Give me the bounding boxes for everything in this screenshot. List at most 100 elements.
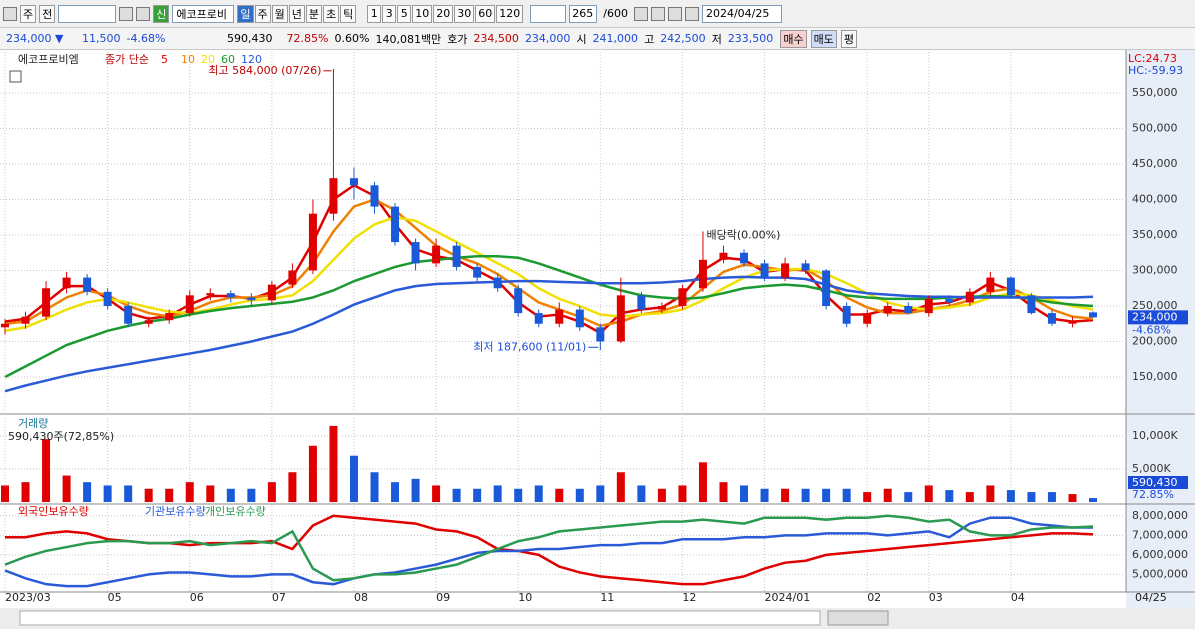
dropdown[interactable] [530,4,567,23]
low: 233,500 [727,32,774,45]
candle-body [493,277,502,289]
candle-body [288,270,297,285]
y-tick-label: 5,000K [1132,462,1171,475]
avg-button[interactable]: 평 [840,29,857,48]
rate-label: 72.85% [1132,488,1174,501]
icon[interactable] [633,6,648,21]
candle-body [883,305,892,314]
period-button[interactable]: 초 [323,4,340,23]
change: 11,500 [82,32,121,45]
sell-button[interactable]: 매도 [810,29,837,48]
date[interactable]: 2024/04/25 [701,4,782,23]
volume-bar [1068,494,1077,502]
interval-button[interactable]: 20 [433,4,454,23]
candle-body [616,295,625,342]
period-button[interactable]: 월 [271,4,288,23]
candle-body [370,185,379,207]
annotation: 최고 584,000 (07/26) [208,64,321,77]
interval-button[interactable]: 30 [454,4,475,23]
icon[interactable] [684,6,699,21]
period-button[interactable]: 주 [254,4,271,23]
candle-body [411,242,420,264]
legend-label: 종가 단순 [105,53,149,66]
code-input[interactable]: 247540 [58,4,117,23]
volume-bar [452,488,461,502]
scroll-buttons[interactable] [827,610,889,626]
current-label: 590,430 [1132,476,1178,489]
volume-bar [267,482,276,502]
interval-button[interactable]: 10 [412,4,433,23]
search[interactable] [119,6,134,21]
line [4,514,1094,582]
candle-body [555,309,564,324]
candle-body [144,320,153,324]
volume: 590,430 [227,32,273,45]
icon[interactable] [667,6,682,21]
candle-body [534,313,543,324]
y-tick-label: 550,000 [1132,86,1178,99]
badge: 신 [153,4,170,23]
amount: 140,081백만 [375,32,442,46]
icon[interactable] [3,6,17,21]
volume-bar [924,485,933,502]
period-button[interactable]: 분 [305,4,322,23]
candle-body [267,284,276,301]
icon[interactable] [9,70,22,83]
volume-bar [698,462,707,502]
interval-button[interactable]: 120 [496,4,524,23]
label: 저 [711,32,722,46]
market[interactable]: 주 [20,4,37,23]
volume-bar [144,488,153,502]
buy-button[interactable]: 매수 [780,29,807,48]
x-tick-label: 06 [190,591,204,604]
interval-button[interactable]: 5 [397,4,412,23]
max: /600 [603,7,628,20]
icon[interactable] [650,6,665,21]
volume-bar [965,492,974,502]
x-tick-label: 10 [518,591,532,604]
volume-bar [719,482,728,502]
candle-body [514,288,523,314]
volume-bar [822,488,831,502]
scope[interactable]: 전 [39,4,56,23]
volume-bar [62,475,71,502]
y-tick-label: 200,000 [1132,334,1178,347]
interval-button[interactable]: 3 [382,4,397,23]
candle-body [781,263,790,278]
hc-label: HC:-59.93 [1128,64,1183,77]
interval-button[interactable]: 60 [475,4,496,23]
ask: 234,500 [473,32,519,45]
x-tick-label: 07 [272,591,286,604]
volume-bar [1,485,9,502]
candle-body [391,206,400,243]
sound[interactable] [136,6,151,21]
rate: -4.68% [126,32,166,45]
scroll-track[interactable] [19,610,821,626]
y-tick-label: 150,000 [1132,370,1178,383]
panel-subtitle: 590,430주(72,85%) [8,430,114,443]
period-button[interactable]: 일 [237,4,254,23]
x-tick-label: 02 [867,591,881,604]
candle-body [924,298,933,314]
volume-bar [247,488,256,502]
candle-body [965,291,974,303]
volume-bar [883,488,892,502]
volume-bar [616,472,625,502]
period-button[interactable]: 틱 [340,4,357,23]
candle-body [206,293,215,296]
volume-bar [534,485,543,502]
candle-body [678,288,687,306]
interval-button[interactable]: 1 [367,4,382,23]
y-tick-label: 300,000 [1132,263,1178,276]
candle-body [904,305,913,314]
y-tick-label: 250,000 [1132,299,1178,312]
count[interactable]: 265 [569,4,598,23]
period-button[interactable]: 년 [288,4,305,23]
candle-body [473,266,482,278]
volume-bar [329,425,338,502]
x-tick-label: 08 [354,591,368,604]
volume-bar [863,492,872,502]
volume-bar [1027,492,1036,502]
legend-entry: 120 [241,53,262,66]
candle-body [596,327,605,342]
